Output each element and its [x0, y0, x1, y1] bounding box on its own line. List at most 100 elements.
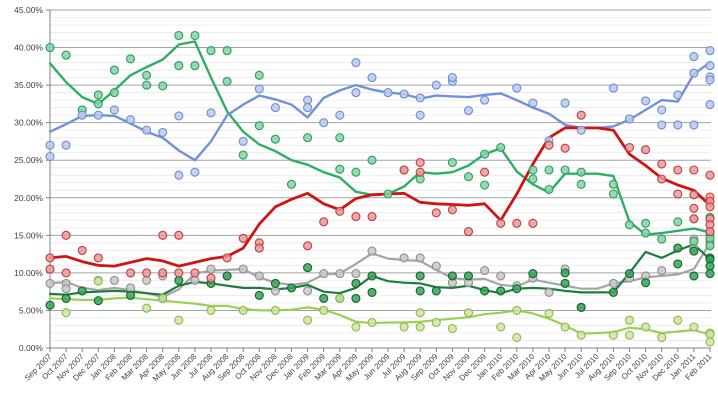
poll-dot-blue [447, 73, 457, 83]
poll-dot-light-green [142, 303, 152, 313]
poll-dot-green [254, 121, 264, 131]
poll-dot-dark-green [447, 271, 457, 281]
poll-dot-blue [77, 110, 87, 120]
poll-dot-light-green [608, 330, 618, 340]
poll-dot-dark-green [367, 271, 377, 281]
poll-dot-red [45, 264, 55, 274]
y-axis-label: 0.00% [19, 343, 44, 353]
poll-dot-green [641, 228, 651, 238]
poll-dot-light-green [206, 305, 216, 315]
poll-dot-blue [657, 120, 667, 130]
poll-dot-dark-green [560, 278, 570, 288]
poll-dot-green [544, 184, 554, 195]
poll-dot-green [286, 179, 297, 189]
poll-dot-blue [657, 105, 667, 115]
trend-line-red [48, 126, 712, 268]
points-red [45, 110, 715, 283]
poll-dot-red [351, 212, 361, 222]
poll-dot-blue [673, 120, 683, 130]
poll-dot-gray [206, 264, 216, 274]
poll-dot-dark-green [93, 296, 103, 306]
poll-dot-dark-green [496, 286, 506, 296]
poll-dot-red [415, 167, 425, 177]
poll-dot-gray [254, 271, 264, 281]
poll-dot-gray [142, 275, 152, 285]
poll-dot-blue [109, 105, 119, 115]
poll-dot-blue [431, 80, 441, 90]
poll-dot-blue [351, 58, 361, 68]
poll-dot-dark-green [367, 287, 377, 297]
poll-dot-red [673, 189, 683, 199]
poll-dot-red [431, 208, 441, 218]
poll-dot-blue [415, 93, 425, 103]
poll-dot-red [399, 165, 409, 175]
poll-dot-red [480, 167, 490, 177]
poll-dot-red [238, 233, 248, 243]
poll-dot-light-green [624, 315, 635, 325]
poll-dot-red [93, 253, 103, 263]
poll-dot-light-green [431, 317, 441, 328]
y-axis-label: 25.00% [14, 155, 43, 165]
poll-dot-green [480, 149, 490, 159]
poll-dot-light-green [657, 332, 667, 343]
poll-dot-gray [431, 261, 441, 271]
poll-dot-green [190, 61, 200, 71]
y-axis-label: 40.00% [14, 43, 43, 53]
poll-dot-green [158, 81, 168, 91]
poll-dot-blue [45, 140, 55, 150]
poll-dot-gray [496, 271, 506, 281]
poll-dot-green [657, 234, 667, 244]
poll-dot-gray [480, 266, 490, 276]
poll-dot-green [528, 174, 538, 184]
poll-dot-gray [125, 283, 136, 293]
poll-dot-light-green [335, 293, 345, 303]
poll-dot-blue [705, 100, 715, 110]
poll-dot-dark-green [512, 284, 522, 294]
poll-dot-gray [238, 264, 248, 274]
poll-dot-light-green [641, 322, 651, 332]
poll-dot-light-green [399, 322, 409, 332]
poll-dot-red [303, 241, 313, 251]
poll-dot-blue [61, 140, 71, 150]
poll-dot-red [689, 190, 699, 200]
poll-dot-blue [174, 170, 184, 180]
poll-dot-green [576, 167, 586, 177]
poll-dot-dark-green [608, 287, 618, 297]
poll-dot-light-green [158, 293, 168, 303]
poll-dot-blue [158, 127, 168, 137]
poll-dot-red [447, 205, 457, 215]
poll-dot-green [222, 46, 232, 56]
points-blue [45, 46, 715, 180]
poll-dot-green [608, 189, 618, 199]
poll-dot-green [142, 80, 152, 90]
poll-dot-blue [576, 125, 586, 135]
y-axis-label: 45.00% [14, 5, 43, 15]
poll-dot-gray [109, 275, 119, 285]
poll-dot-blue [689, 52, 699, 62]
poll-dot-dark-green [624, 269, 635, 279]
poll-dot-green [705, 241, 715, 251]
poll-dot-blue [238, 136, 248, 146]
poll-dot-light-green [447, 323, 457, 334]
poll-dot-red [689, 214, 699, 224]
poll-dot-green [142, 70, 152, 80]
y-axis-label: 30.00% [14, 118, 43, 128]
poll-dot-gray [270, 286, 280, 296]
poll-dot-green [560, 165, 570, 175]
poll-dot-light-green [415, 308, 425, 318]
poll-dot-green [93, 90, 103, 100]
poll-dot-green [222, 76, 232, 86]
poll-dot-green [608, 179, 618, 189]
poll-dot-green [335, 164, 345, 174]
poll-dot-green [496, 142, 506, 153]
poll-dot-gray [61, 284, 71, 294]
poll-dot-blue [689, 120, 699, 130]
poll-dot-light-green [496, 322, 506, 332]
poll-dot-red [512, 218, 522, 228]
poll-dot-green [689, 236, 699, 246]
poll-dot-dark-green [431, 286, 441, 296]
poll-dot-gray [367, 246, 377, 256]
poll-dot-green [480, 180, 490, 190]
y-axis-label: 20.00% [14, 193, 43, 203]
